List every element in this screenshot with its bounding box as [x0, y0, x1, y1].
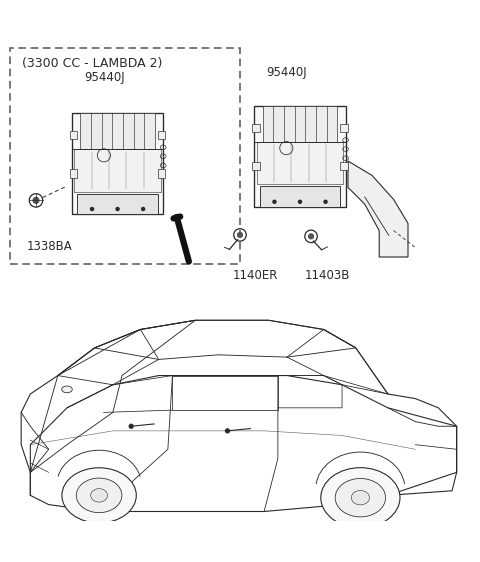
Bar	[70, 131, 77, 139]
Text: 11403B: 11403B	[305, 269, 350, 282]
Polygon shape	[348, 161, 408, 257]
Ellipse shape	[351, 491, 370, 505]
Circle shape	[91, 207, 94, 211]
Circle shape	[299, 200, 301, 203]
Bar	[257, 142, 343, 184]
Bar	[252, 124, 260, 132]
Circle shape	[309, 234, 313, 239]
Bar	[10, 48, 240, 264]
Bar	[70, 170, 77, 178]
Circle shape	[129, 424, 133, 428]
Ellipse shape	[62, 386, 72, 393]
Bar	[77, 194, 158, 214]
Circle shape	[116, 207, 119, 211]
Ellipse shape	[321, 468, 400, 528]
Bar	[263, 106, 337, 142]
Bar	[260, 187, 340, 207]
Bar	[340, 124, 348, 132]
Text: 95440J: 95440J	[266, 66, 307, 79]
Bar	[74, 149, 161, 192]
Bar	[340, 162, 348, 170]
Text: 95440J: 95440J	[84, 70, 125, 84]
Circle shape	[142, 207, 144, 211]
Bar	[158, 131, 166, 139]
Ellipse shape	[335, 478, 385, 517]
Bar	[158, 170, 166, 178]
Circle shape	[238, 233, 242, 237]
Ellipse shape	[76, 478, 122, 513]
Ellipse shape	[62, 468, 136, 523]
Circle shape	[226, 429, 229, 433]
Circle shape	[273, 200, 276, 203]
Text: 1338BA: 1338BA	[26, 240, 72, 253]
Bar	[80, 113, 155, 149]
Text: (3300 CC - LAMBDA 2): (3300 CC - LAMBDA 2)	[22, 57, 162, 70]
Bar	[252, 162, 260, 170]
Circle shape	[33, 197, 39, 203]
Bar	[72, 113, 163, 214]
Bar	[254, 106, 346, 207]
Circle shape	[324, 200, 327, 203]
Ellipse shape	[91, 488, 108, 502]
Text: 1140ER: 1140ER	[233, 269, 278, 282]
